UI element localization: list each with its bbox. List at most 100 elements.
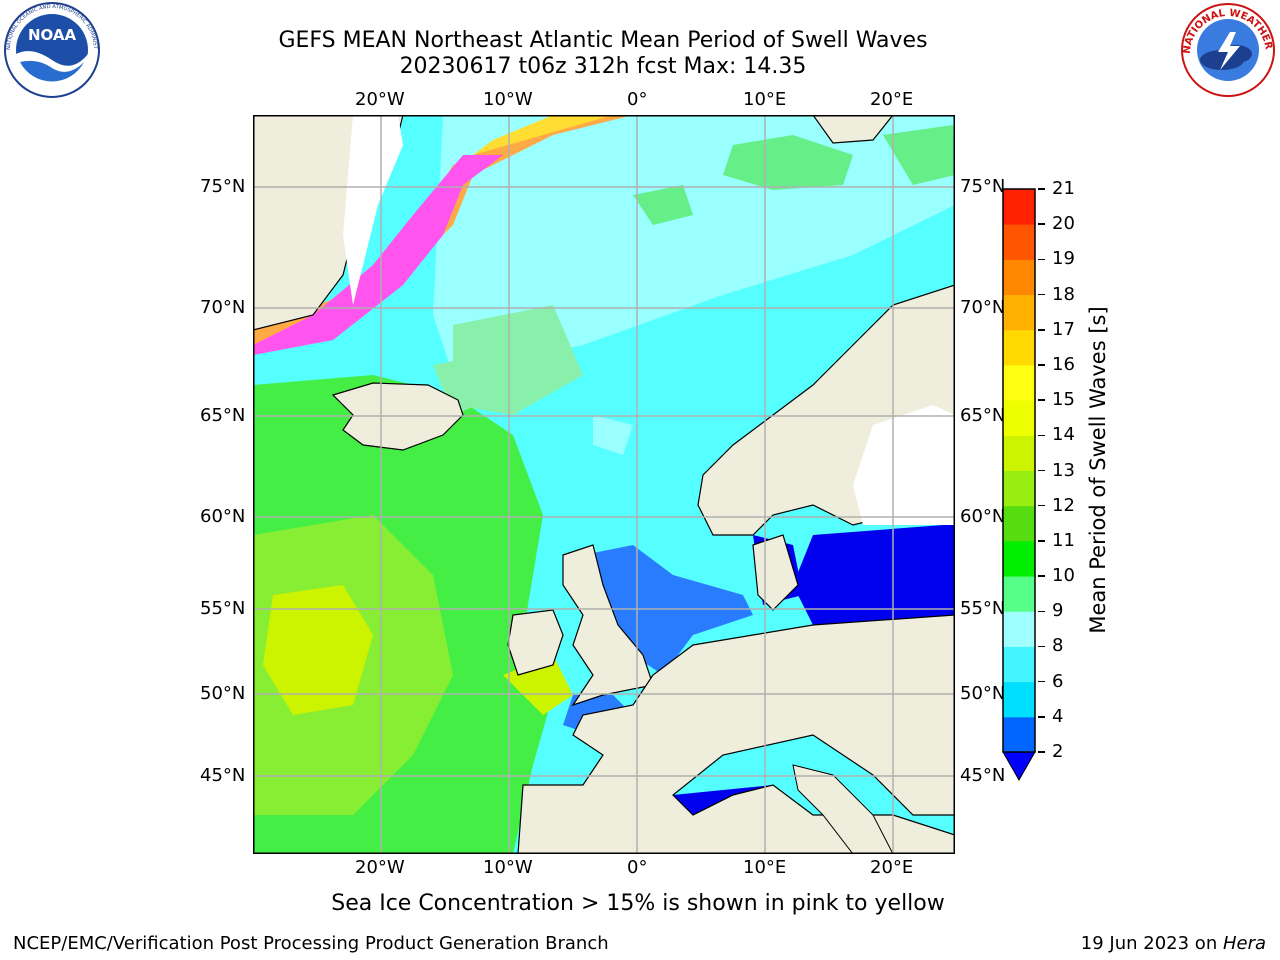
nws-logo: NATIONAL WEATHER SERVICE bbox=[1178, 2, 1275, 97]
colorbar-tick-mark bbox=[1038, 223, 1045, 225]
lat-label-right-75n: 75°N bbox=[960, 176, 1006, 197]
baltic-deep-blue bbox=[793, 515, 955, 625]
colorbar-frame bbox=[1002, 188, 1036, 753]
lon-label-top-20w: 20°W bbox=[355, 89, 405, 110]
lat-label-right-50n: 50°N bbox=[960, 683, 1006, 704]
lat-label-left-65n: 65°N bbox=[200, 405, 246, 426]
colorbar-segment bbox=[1003, 189, 1035, 225]
colorbar-segment bbox=[1003, 364, 1035, 401]
noaa-logo: NOAA NATIONAL OCEANIC AND ATMOSPHERIC AD… bbox=[2, 2, 100, 98]
graticule bbox=[253, 115, 955, 854]
lat-label-left-75n: 75°N bbox=[200, 176, 246, 197]
colorbar-segment bbox=[1003, 681, 1035, 718]
ice-sheet-white bbox=[343, 115, 403, 305]
britain-land bbox=[562, 544, 654, 707]
colorbar-tick-mark bbox=[1038, 469, 1045, 472]
colorbar-tick-mark bbox=[1038, 188, 1045, 190]
colorbar-tick-mark bbox=[1038, 540, 1045, 542]
lon-label-top-10e: 10°E bbox=[743, 89, 787, 110]
ireland-land bbox=[507, 609, 564, 676]
colorbar-tick-mark bbox=[1038, 610, 1045, 612]
lat-label-right-70n: 70°N bbox=[960, 297, 1006, 318]
colorbar-tick-label: 16 bbox=[1052, 353, 1075, 375]
lat-label-right-65n: 65°N bbox=[960, 405, 1006, 426]
colorbar bbox=[1002, 188, 1036, 782]
colorbar-tick-mark bbox=[1038, 680, 1045, 683]
colorbar-tick-mark bbox=[1038, 575, 1045, 577]
colorbar-segment bbox=[1003, 224, 1035, 260]
colorbar-tick-mark bbox=[1038, 504, 1045, 507]
lon-label-top-0: 0° bbox=[627, 89, 648, 110]
lon-label-top-20e: 20°E bbox=[870, 89, 914, 110]
colorbar-tick-label: 20 bbox=[1052, 213, 1075, 235]
sea-ice-pink bbox=[253, 155, 503, 355]
colorbar-segment bbox=[1003, 259, 1035, 296]
chart-subtitle: 20230617 t06z 312h fcst Max: 14.35 bbox=[399, 54, 807, 79]
lon-label-bottom-20e: 20°E bbox=[870, 857, 914, 878]
sea-ice-yellow bbox=[473, 115, 613, 155]
colorbar-segment bbox=[1003, 470, 1035, 507]
colorbar-tick-label: 17 bbox=[1052, 318, 1075, 340]
colorbar-tick-mark bbox=[1038, 434, 1045, 437]
colorbar-tick-mark bbox=[1038, 364, 1045, 366]
lon-label-bottom-10e: 10°E bbox=[743, 857, 787, 878]
colorbar-segment bbox=[1003, 646, 1035, 683]
colorbar-segment bbox=[1003, 505, 1035, 542]
map-area bbox=[253, 115, 955, 854]
colorbar-tick-label: 19 bbox=[1052, 248, 1075, 270]
lon-label-bottom-0: 0° bbox=[627, 857, 648, 878]
yellow-patch bbox=[263, 585, 373, 715]
colorbar-tick-mark bbox=[1038, 399, 1045, 401]
colorbar-tick-mark bbox=[1038, 258, 1045, 261]
colorbar-tick-mark bbox=[1038, 293, 1045, 296]
colorbar-tick-label: 14 bbox=[1052, 424, 1075, 446]
colorbar-tick-mark bbox=[1038, 716, 1045, 718]
colorbar-tick-label: 6 bbox=[1052, 670, 1064, 692]
footer-credit: NCEP/EMC/Verification Post Processing Pr… bbox=[13, 933, 609, 954]
colorbar-segment bbox=[1003, 576, 1035, 612]
green-patch-north bbox=[723, 135, 853, 190]
colorbar-label: Mean Period of Swell Waves [s] bbox=[1086, 306, 1110, 634]
colorbar-tick-label: 4 bbox=[1052, 705, 1064, 727]
gulf-bothnia-white bbox=[853, 405, 955, 525]
lat-label-right-55n: 55°N bbox=[960, 598, 1006, 619]
lat-label-right-60n: 60°N bbox=[960, 506, 1006, 527]
svalbard-land bbox=[812, 115, 894, 144]
footer-date-text: 19 Jun 2023 on bbox=[1080, 933, 1223, 954]
lat-label-left-45n: 45°N bbox=[200, 765, 246, 786]
colorbar-tick-mark bbox=[1038, 329, 1045, 331]
colorbar-tick-label: 21 bbox=[1052, 178, 1075, 199]
colorbar-tick-label: 15 bbox=[1052, 389, 1075, 411]
footer-machine: Hera bbox=[1222, 933, 1266, 954]
colorbar-tick-label: 2 bbox=[1052, 741, 1064, 762]
colorbar-tick-label: 10 bbox=[1052, 565, 1075, 587]
lat-label-right-45n: 45°N bbox=[960, 765, 1006, 786]
lon-label-bottom-20w: 20°W bbox=[355, 857, 405, 878]
colorbar-tick-label: 13 bbox=[1052, 459, 1075, 481]
colorbar-segment bbox=[1003, 294, 1035, 331]
colorbar-segment bbox=[1003, 400, 1035, 436]
colorbar-tick-label: 11 bbox=[1052, 529, 1075, 551]
colorbar-segment bbox=[1003, 329, 1035, 366]
lat-label-left-70n: 70°N bbox=[200, 297, 246, 318]
colorbar-segment bbox=[1003, 435, 1035, 471]
map-frame bbox=[253, 115, 955, 854]
europe-land bbox=[517, 614, 955, 854]
colorbar-tick-mark bbox=[1038, 751, 1045, 753]
lat-label-left-60n: 60°N bbox=[200, 506, 246, 527]
lon-label-bottom-10w: 10°W bbox=[483, 857, 533, 878]
colorbar-tick-label: 18 bbox=[1052, 283, 1075, 305]
chart-title: GEFS MEAN Northeast Atlantic Mean Period… bbox=[278, 28, 928, 53]
lat-label-left-55n: 55°N bbox=[200, 598, 246, 619]
colorbar-tick-mark bbox=[1038, 645, 1045, 648]
colorbar-segment bbox=[1003, 540, 1035, 577]
colorbar-segment bbox=[1003, 611, 1035, 647]
lat-label-left-50n: 50°N bbox=[200, 683, 246, 704]
caption: Sea Ice Concentration > 15% is shown in … bbox=[331, 891, 945, 916]
svg-text:NOAA: NOAA bbox=[28, 26, 77, 44]
colorbar-tick-label: 12 bbox=[1052, 494, 1075, 516]
colorbar-tick-label: 9 bbox=[1052, 600, 1064, 622]
footer-date: 19 Jun 2023 on Hera bbox=[1081, 933, 1266, 955]
colorbar-under-arrow bbox=[1002, 751, 1036, 782]
colorbar-tick-label: 8 bbox=[1052, 635, 1064, 657]
